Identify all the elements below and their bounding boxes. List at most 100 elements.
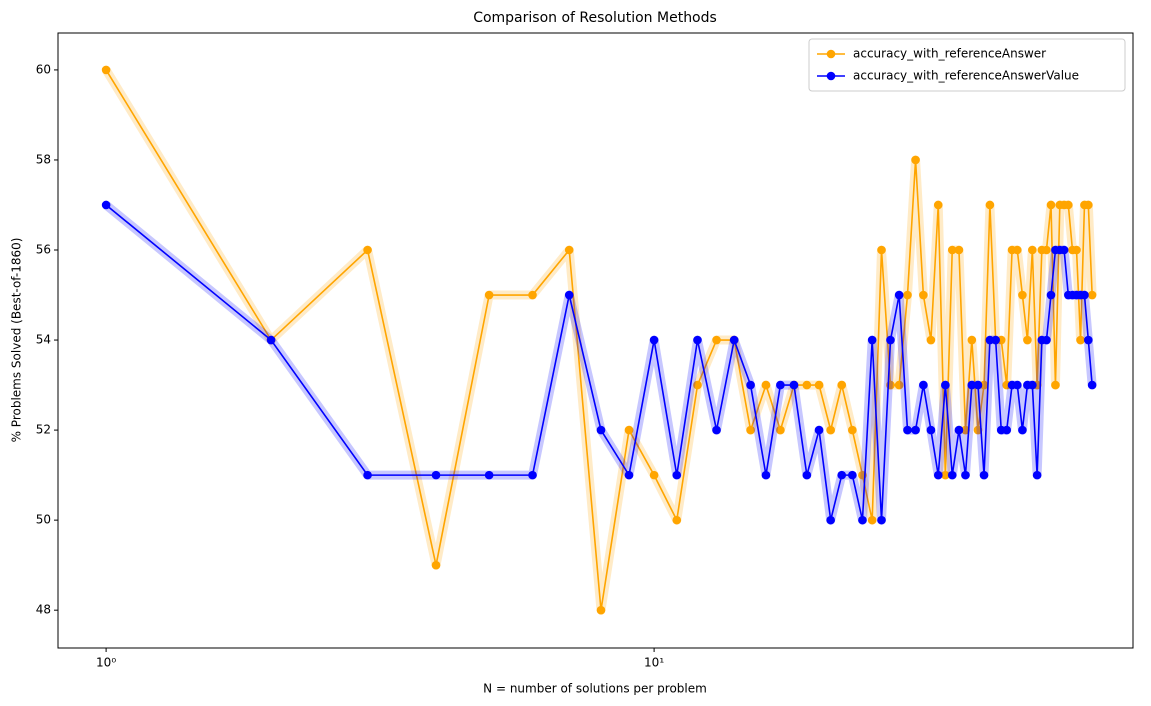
- y-tick-label: 48: [36, 603, 51, 617]
- y-tick-label: 58: [36, 152, 51, 166]
- data-point: [802, 380, 812, 390]
- y-tick-label: 56: [36, 243, 51, 257]
- data-point: [564, 290, 574, 300]
- data-point: [926, 425, 936, 435]
- data-point: [266, 335, 276, 345]
- data-point: [484, 290, 494, 300]
- data-point: [101, 200, 111, 210]
- x-tick-label: 10¹: [644, 656, 664, 670]
- data-point: [1080, 290, 1089, 300]
- data-point: [1051, 380, 1060, 390]
- data-point: [729, 335, 739, 345]
- data-point: [624, 425, 634, 435]
- data-point: [1032, 470, 1042, 480]
- legend-marker: [826, 71, 836, 81]
- y-axis-label: % Problems Solved (Best-of-1860): [10, 238, 24, 443]
- data-point: [991, 335, 1000, 345]
- data-point: [1084, 335, 1093, 345]
- data-point: [954, 425, 964, 435]
- data-point: [363, 245, 372, 255]
- data-point: [1072, 245, 1081, 255]
- data-point: [826, 515, 835, 525]
- data-point: [979, 380, 989, 390]
- data-point: [1012, 245, 1022, 255]
- data-point: [848, 425, 857, 435]
- y-tick-label: 54: [36, 333, 51, 347]
- data-point: [1023, 335, 1032, 345]
- data-point: [919, 380, 928, 390]
- data-point: [712, 425, 721, 435]
- data-point: [877, 245, 886, 255]
- data-point: [941, 470, 950, 480]
- data-point: [802, 470, 812, 480]
- data-point: [848, 470, 857, 480]
- data-point: [1018, 425, 1027, 435]
- data-point: [746, 425, 755, 435]
- data-point: [1064, 200, 1073, 210]
- data-point: [903, 425, 912, 435]
- data-point: [789, 380, 799, 390]
- chart-title: Comparison of Resolution Methods: [473, 10, 717, 26]
- data-point: [1046, 290, 1056, 300]
- data-point: [1076, 335, 1085, 345]
- data-point: [814, 425, 824, 435]
- legend: accuracy_with_referenceAnswer accuracy_wi…: [808, 38, 1126, 92]
- data-point: [894, 290, 904, 300]
- data-point: [919, 290, 928, 300]
- data-point: [911, 155, 920, 165]
- data-point: [624, 470, 634, 480]
- data-point: [1028, 245, 1037, 255]
- data-point: [837, 470, 847, 480]
- data-point: [528, 470, 537, 480]
- data-point: [985, 200, 995, 210]
- data-point: [693, 335, 702, 345]
- data-point: [1084, 200, 1093, 210]
- data-point: [933, 200, 943, 210]
- y-tick-label: 52: [36, 423, 51, 437]
- legend-marker: [826, 49, 836, 59]
- data-point: [877, 515, 886, 525]
- data-point: [858, 515, 867, 525]
- data-point: [867, 335, 877, 345]
- data-point: [1018, 290, 1027, 300]
- data-point: [1012, 380, 1022, 390]
- line-band: [102, 67, 1097, 615]
- data-point: [776, 380, 785, 390]
- data-point: [564, 245, 574, 255]
- data-point: [1042, 245, 1051, 255]
- data-point: [746, 380, 755, 390]
- data-point: [867, 515, 877, 525]
- data-point: [596, 425, 606, 435]
- data-point: [101, 65, 111, 75]
- data-point: [672, 515, 682, 525]
- data-point: [1059, 245, 1069, 255]
- data-point: [941, 380, 950, 390]
- data-point: [1087, 290, 1097, 300]
- data-point: [894, 380, 904, 390]
- data-point: [967, 380, 977, 390]
- data-point: [776, 425, 785, 435]
- y-tick-label: 50: [36, 513, 51, 527]
- data-point: [693, 380, 702, 390]
- data-point: [1028, 380, 1037, 390]
- data-point: [431, 560, 441, 570]
- data-point: [431, 470, 441, 480]
- y-tick-label: 60: [36, 62, 51, 76]
- data-point: [973, 380, 983, 390]
- data-point: [926, 335, 936, 345]
- data-point: [1002, 425, 1012, 435]
- data-point: [903, 290, 912, 300]
- data-point: [911, 425, 920, 435]
- data-point: [484, 470, 494, 480]
- data-point: [1087, 380, 1097, 390]
- data-point: [954, 245, 964, 255]
- data-point: [649, 335, 659, 345]
- data-point: [761, 380, 771, 390]
- data-point: [596, 605, 606, 615]
- data-point: [672, 470, 682, 480]
- data-point: [961, 470, 970, 480]
- data-point: [837, 380, 847, 390]
- data-point: [814, 380, 824, 390]
- x-tick-label: 10⁰: [96, 656, 116, 670]
